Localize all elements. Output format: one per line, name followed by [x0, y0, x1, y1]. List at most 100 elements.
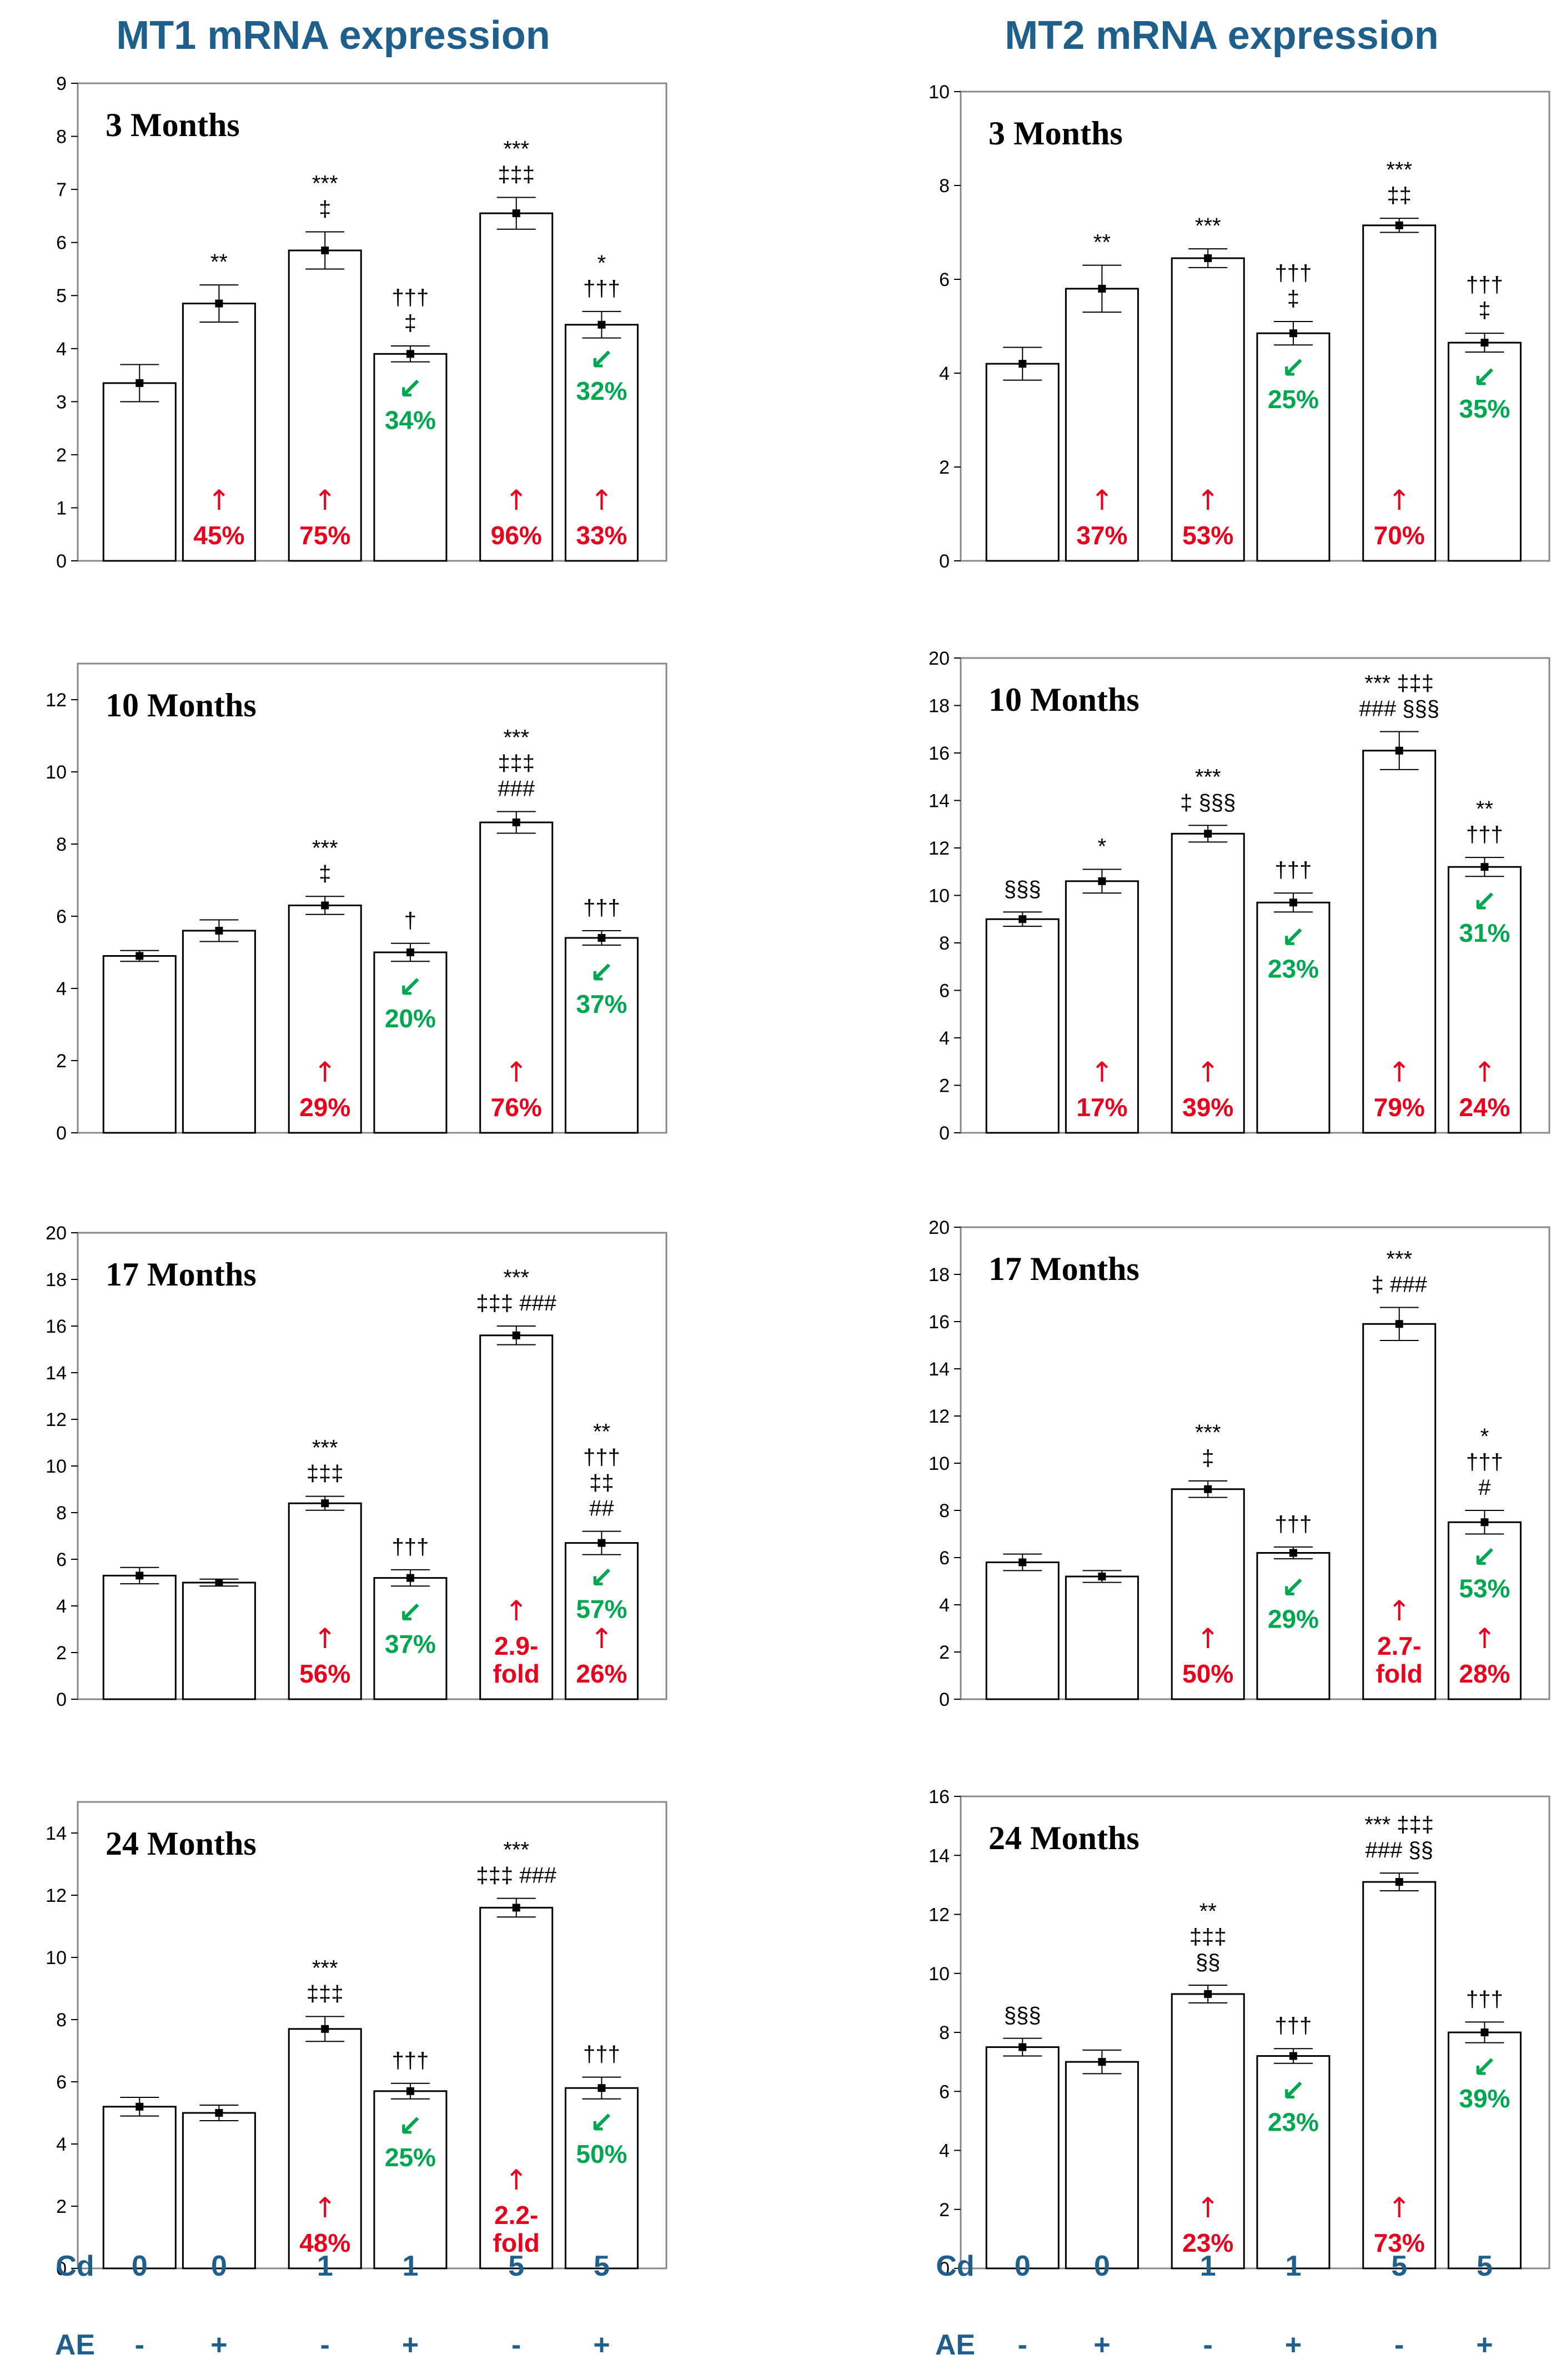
- decrease-percent: 29%: [1268, 1605, 1319, 1634]
- y-tick-label: 8: [56, 2010, 67, 2031]
- y-tick-label: 2: [939, 457, 950, 478]
- decrease-percent: 35%: [1459, 394, 1510, 423]
- y-tick-label: 6: [939, 2081, 950, 2102]
- decrease-arrow-icon: ↙: [1473, 361, 1497, 394]
- bar: [1171, 832, 1245, 1134]
- bar: [1256, 332, 1331, 562]
- increase-percent: 2.9-: [494, 1631, 538, 1660]
- decrease-arrow-icon: ↙: [1281, 921, 1306, 954]
- y-tick-label: 8: [56, 127, 67, 148]
- significance-label: *: [598, 251, 606, 275]
- increase-percent: 37%: [1076, 521, 1127, 550]
- significance-label: ‡‡‡: [307, 1981, 344, 2006]
- mean-point: [215, 927, 223, 935]
- panel-title: 10 Months: [106, 687, 257, 724]
- y-tick-label: 4: [939, 363, 950, 384]
- bar: [102, 2106, 177, 2269]
- mean-point: [598, 2084, 606, 2092]
- bar: [564, 1542, 639, 1700]
- y-tick-label: 14: [46, 1823, 67, 1844]
- y-tick-label: 8: [939, 933, 950, 954]
- significance-label: †††: [1275, 261, 1312, 285]
- y-tick-label: 2: [939, 1076, 950, 1097]
- increase-percent: fold: [1376, 1659, 1423, 1688]
- increase-arrow-icon: ↑: [1388, 2192, 1411, 2224]
- significance-label: *: [1480, 1424, 1489, 1449]
- ae-treatment-value: +: [1093, 2329, 1110, 2361]
- y-tick-label: 18: [928, 1264, 950, 1286]
- mean-point: [1395, 221, 1403, 229]
- significance-label: *** ‡‡‡: [1364, 671, 1434, 696]
- cd-dose-value: 1: [317, 2250, 333, 2282]
- ae-treatment-value: -: [135, 2329, 144, 2361]
- y-tick-label: 14: [928, 1359, 950, 1380]
- bar: [1447, 342, 1522, 562]
- bar: [1447, 2031, 1522, 2269]
- y-tick-label: 12: [928, 1905, 950, 1926]
- decrease-arrow-icon: ↙: [398, 971, 423, 1004]
- mean-point: [1204, 830, 1212, 838]
- mean-point: [1018, 915, 1027, 923]
- significance-label: †††: [392, 1535, 429, 1559]
- bar: [479, 1334, 554, 1700]
- significance-label: †††: [583, 1445, 620, 1470]
- decrease-arrow-icon: ↙: [1473, 1540, 1497, 1574]
- significance-label: ‡‡: [589, 1471, 614, 1495]
- increase-percent: 26%: [576, 1659, 627, 1688]
- y-tick-label: 0: [939, 1689, 950, 1710]
- increase-percent: fold: [493, 2228, 540, 2257]
- increase-percent: 33%: [576, 521, 627, 550]
- bar: [102, 1574, 177, 1700]
- y-tick-label: 10: [928, 1453, 950, 1474]
- bar: [1362, 750, 1437, 1134]
- significance-label: †††: [392, 2048, 429, 2073]
- mean-point: [512, 1904, 520, 1912]
- increase-arrow-icon: ↑: [1196, 2192, 1219, 2224]
- significance-label: **: [210, 250, 228, 274]
- mean-point: [215, 2109, 223, 2117]
- bar: [1256, 2055, 1331, 2269]
- significance-label: ‡: [1287, 287, 1299, 311]
- increase-arrow-icon: ↑: [1388, 1056, 1411, 1088]
- decrease-percent: 32%: [576, 376, 627, 405]
- significance-label: ‡: [1478, 298, 1490, 323]
- significance-label: ***: [312, 836, 338, 860]
- y-tick-label: 8: [939, 2022, 950, 2043]
- ae-treatment-value: +: [210, 2329, 227, 2361]
- increase-percent: 79%: [1374, 1093, 1425, 1122]
- bar: [1171, 1488, 1245, 1700]
- bar: [985, 363, 1060, 562]
- significance-label: ‡‡‡: [498, 162, 535, 187]
- plot-frame: [77, 1801, 667, 2269]
- mean-point: [321, 901, 329, 910]
- increase-percent: 17%: [1076, 1093, 1127, 1122]
- y-tick-label: 0: [56, 551, 67, 572]
- cd-dose-value: 0: [211, 2250, 227, 2282]
- y-tick-label: 4: [939, 1028, 950, 1049]
- y-tick-label: 2: [56, 445, 67, 466]
- y-tick-label: 16: [928, 1786, 950, 1807]
- decrease-percent: 23%: [1268, 954, 1319, 983]
- y-tick-label: 10: [46, 1456, 67, 1477]
- significance-label: **: [593, 1420, 610, 1444]
- mean-point: [1098, 284, 1106, 293]
- mean-point: [135, 1571, 144, 1580]
- mean-point: [512, 1331, 520, 1339]
- increase-percent: 53%: [1182, 521, 1233, 550]
- y-tick-label: 4: [939, 2141, 950, 2162]
- y-tick-label: 4: [56, 1596, 67, 1617]
- significance-label: **: [1093, 230, 1111, 255]
- significance-label: ***: [1386, 1247, 1412, 1272]
- decrease-percent: 25%: [385, 2143, 436, 2172]
- decrease-arrow-icon: ↙: [1281, 1571, 1306, 1605]
- mean-point: [1480, 1518, 1489, 1527]
- mean-point: [1018, 360, 1027, 368]
- y-tick-label: 14: [928, 1845, 950, 1866]
- y-tick-label: 16: [928, 1312, 950, 1333]
- panel-title: 17 Months: [106, 1256, 257, 1293]
- y-tick-label: 0: [939, 1123, 950, 1144]
- y-tick-label: 14: [46, 1363, 67, 1384]
